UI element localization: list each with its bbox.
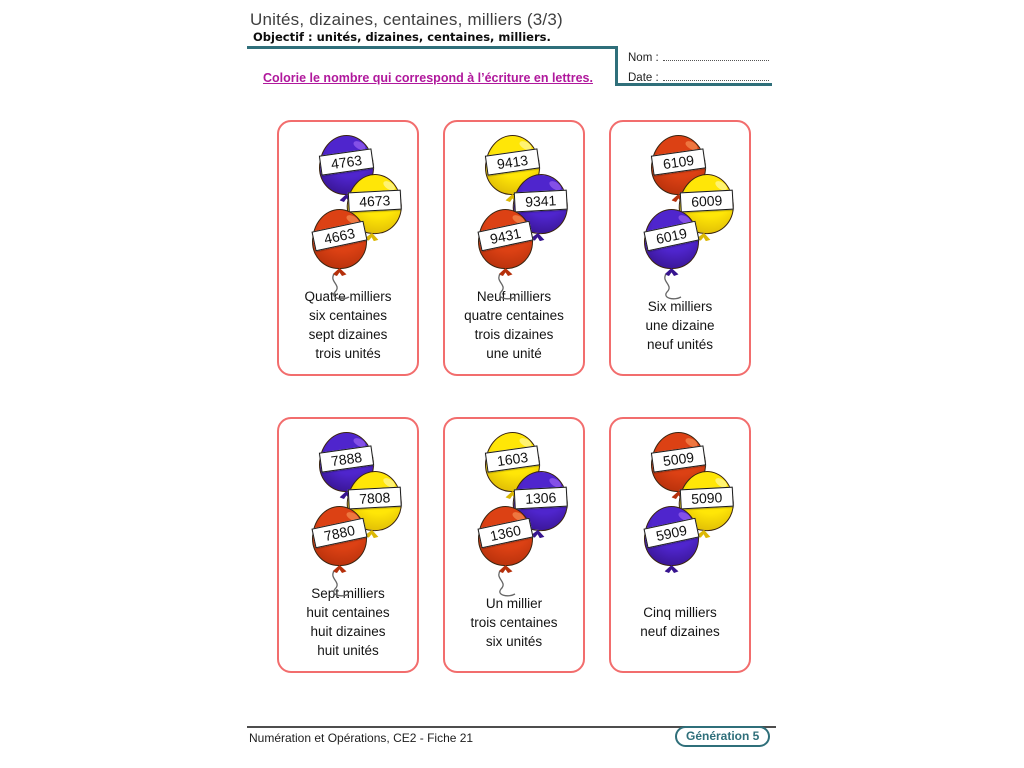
exercise-card: 4763 4673 4663 Quatre milliers six centaines… xyxy=(277,120,419,376)
balloon-string xyxy=(326,570,360,607)
balloon-red[interactable]: 1360 xyxy=(477,506,534,597)
answer-line: Neuf milliers xyxy=(476,289,552,304)
answer-text: Quatre milliers six centaines sept dizaine… xyxy=(284,284,412,366)
balloon-knot xyxy=(498,268,513,276)
balloon-knot xyxy=(339,491,354,499)
date-fill-line[interactable] xyxy=(662,70,769,81)
balloon-knot xyxy=(505,491,520,499)
footer-rule xyxy=(247,726,776,728)
header-rule-bottom xyxy=(615,83,772,86)
date-field-row: Date : xyxy=(628,70,769,84)
instruction-text: Colorie le nombre qui correspond à l’écr… xyxy=(263,71,593,85)
cards-grid: 4763 4673 4663 Quatre milliers six centaines… xyxy=(277,120,751,673)
answer-line: trois unités xyxy=(315,346,381,361)
brand-badge: Génération 5 xyxy=(675,726,771,747)
header-rule-vertical xyxy=(615,46,618,86)
exercise-card: 1603 1306 1360 Un millier trois centaines six… xyxy=(443,417,585,673)
answer-line: Cinq milliers xyxy=(643,605,717,620)
balloon-string xyxy=(658,273,692,310)
exercise-card: 7888 7808 7880 Sept milliers huit centaines h… xyxy=(277,417,419,673)
answer-line: Six milliers xyxy=(647,298,713,314)
balloon-knot xyxy=(671,194,686,202)
balloon-red[interactable]: 6109 xyxy=(650,135,707,202)
header-rule-top xyxy=(247,46,618,49)
answer-line: une dizaine xyxy=(645,317,715,333)
exercise-card: 5009 5090 5909 Cinq milliers neuf dizaines xyxy=(609,417,751,673)
exercise-card: 6109 6009 6019 Six milliers une dizaine neuf … xyxy=(609,120,751,376)
name-label: Nom : xyxy=(628,52,659,64)
answer-line: huit centaines xyxy=(306,605,390,620)
balloon-knot xyxy=(505,194,520,202)
answer-line: sept dizaines xyxy=(308,327,388,342)
answer-line: Quatre milliers xyxy=(304,289,392,304)
answer-line: neuf unités xyxy=(646,336,714,352)
balloon-knot xyxy=(664,268,679,276)
answer-text: Un millier trois centaines six unités xyxy=(450,581,578,663)
answer-line: six unités xyxy=(485,633,543,649)
balloon-string xyxy=(492,570,526,607)
answer-line: trois centaines xyxy=(470,614,558,630)
balloon-purple[interactable]: 6019 xyxy=(643,209,700,300)
answer-text: Neuf milliers quatre centaines trois dizai… xyxy=(450,284,578,366)
balloon-knot xyxy=(332,268,347,276)
answer-text: Cinq milliers neuf dizaines xyxy=(616,581,744,663)
answer-line: huit unités xyxy=(317,643,379,658)
answer-line: quatre centaines xyxy=(464,308,564,323)
exercise-card: 9413 9341 9431 Neuf milliers quatre centaine… xyxy=(443,120,585,376)
balloon-red[interactable]: 9431 xyxy=(477,209,534,300)
answer-line: neuf dizaines xyxy=(640,624,720,639)
balloon-red[interactable]: 7880 xyxy=(311,506,368,597)
name-fill-line[interactable] xyxy=(662,50,769,61)
answer-line: Un millier xyxy=(485,595,543,611)
balloon-knot xyxy=(498,565,513,573)
answer-line: trois dizaines xyxy=(474,327,554,342)
footer-text: Numération et Opérations, CE2 - Fiche 21 xyxy=(249,731,474,745)
answer-line: six centaines xyxy=(308,308,388,323)
page-title: Unités, dizaines, centaines, milliers (3… xyxy=(250,10,563,29)
balloon-red[interactable]: 4663 xyxy=(311,209,368,300)
balloon-string xyxy=(326,273,360,310)
balloon-string xyxy=(492,273,526,310)
answer-text: Six milliers une dizaine neuf unités xyxy=(616,284,744,366)
name-field-row: Nom : xyxy=(628,50,769,64)
date-label: Date : xyxy=(628,72,659,84)
balloon-knot xyxy=(664,565,679,573)
answer-line: Sept milliers xyxy=(311,586,385,601)
answer-line: huit dizaines xyxy=(310,624,386,639)
balloon-purple[interactable]: 5909 xyxy=(643,506,700,573)
balloon-knot xyxy=(339,194,354,202)
balloon-knot xyxy=(332,565,347,573)
answer-line: une unité xyxy=(486,346,542,361)
balloon-knot xyxy=(671,491,686,499)
objective-text: Objectif : unités, dizaines, centaines, … xyxy=(253,30,551,44)
answer-text: Sept milliers huit centaines huit dizaines… xyxy=(284,581,412,663)
